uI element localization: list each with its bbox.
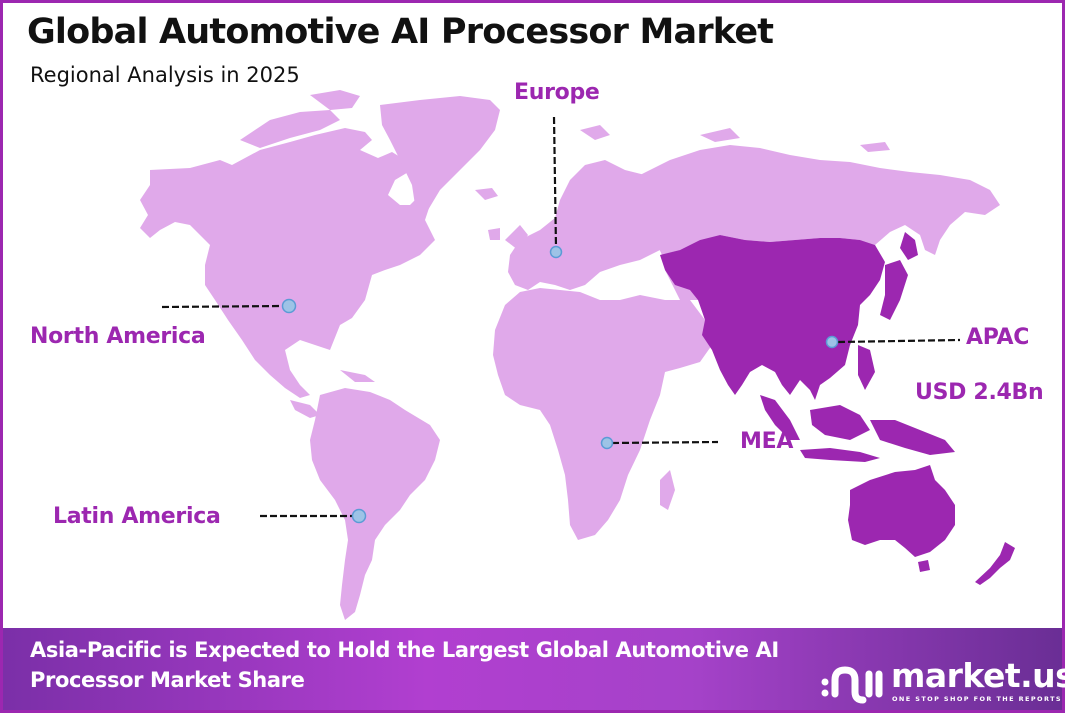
region-north-america <box>140 90 435 418</box>
label-north-america: North America <box>30 324 206 349</box>
footer-headline: Asia-Pacific is Expected to Hold the Lar… <box>30 638 779 692</box>
label-mea: MEA <box>740 429 794 454</box>
leader-line-apac <box>837 338 961 344</box>
page-subtitle: Regional Analysis in 2025 <box>30 63 300 87</box>
region-markers <box>281 245 839 524</box>
logo-tagline: ONE STOP SHOP FOR THE REPORTS <box>892 695 1062 703</box>
leader-line-europe <box>552 116 558 249</box>
leader-lines <box>161 116 961 518</box>
region-europe <box>488 125 672 290</box>
region-mea <box>493 262 712 540</box>
logo-wordmark: market.us <box>891 656 1065 695</box>
marker-apac <box>825 335 839 349</box>
label-latin-america: Latin America <box>53 504 221 529</box>
region-russia <box>640 128 1000 255</box>
region-latin-america <box>310 388 440 620</box>
marker-mea <box>600 436 614 450</box>
marker-europe <box>549 245 563 259</box>
brand-logo: market.us ONE STOP SHOP FOR THE REPORTS <box>821 658 1065 708</box>
label-apac: APAC <box>966 325 1030 350</box>
region-greenland <box>380 96 500 210</box>
leader-line-north-america <box>161 304 284 309</box>
label-europe: Europe <box>514 80 600 105</box>
marker-north-america <box>281 298 297 314</box>
region-apac <box>660 232 1015 585</box>
label-apac-value: USD 2.4Bn <box>915 380 1044 405</box>
market-us-logo-icon <box>821 666 883 704</box>
footer-banner: Asia-Pacific is Expected to Hold the Lar… <box>3 628 1065 710</box>
page-title: Global Automotive AI Processor Market <box>27 12 774 52</box>
leader-line-mea <box>611 440 719 445</box>
marker-latin-america <box>351 508 367 524</box>
